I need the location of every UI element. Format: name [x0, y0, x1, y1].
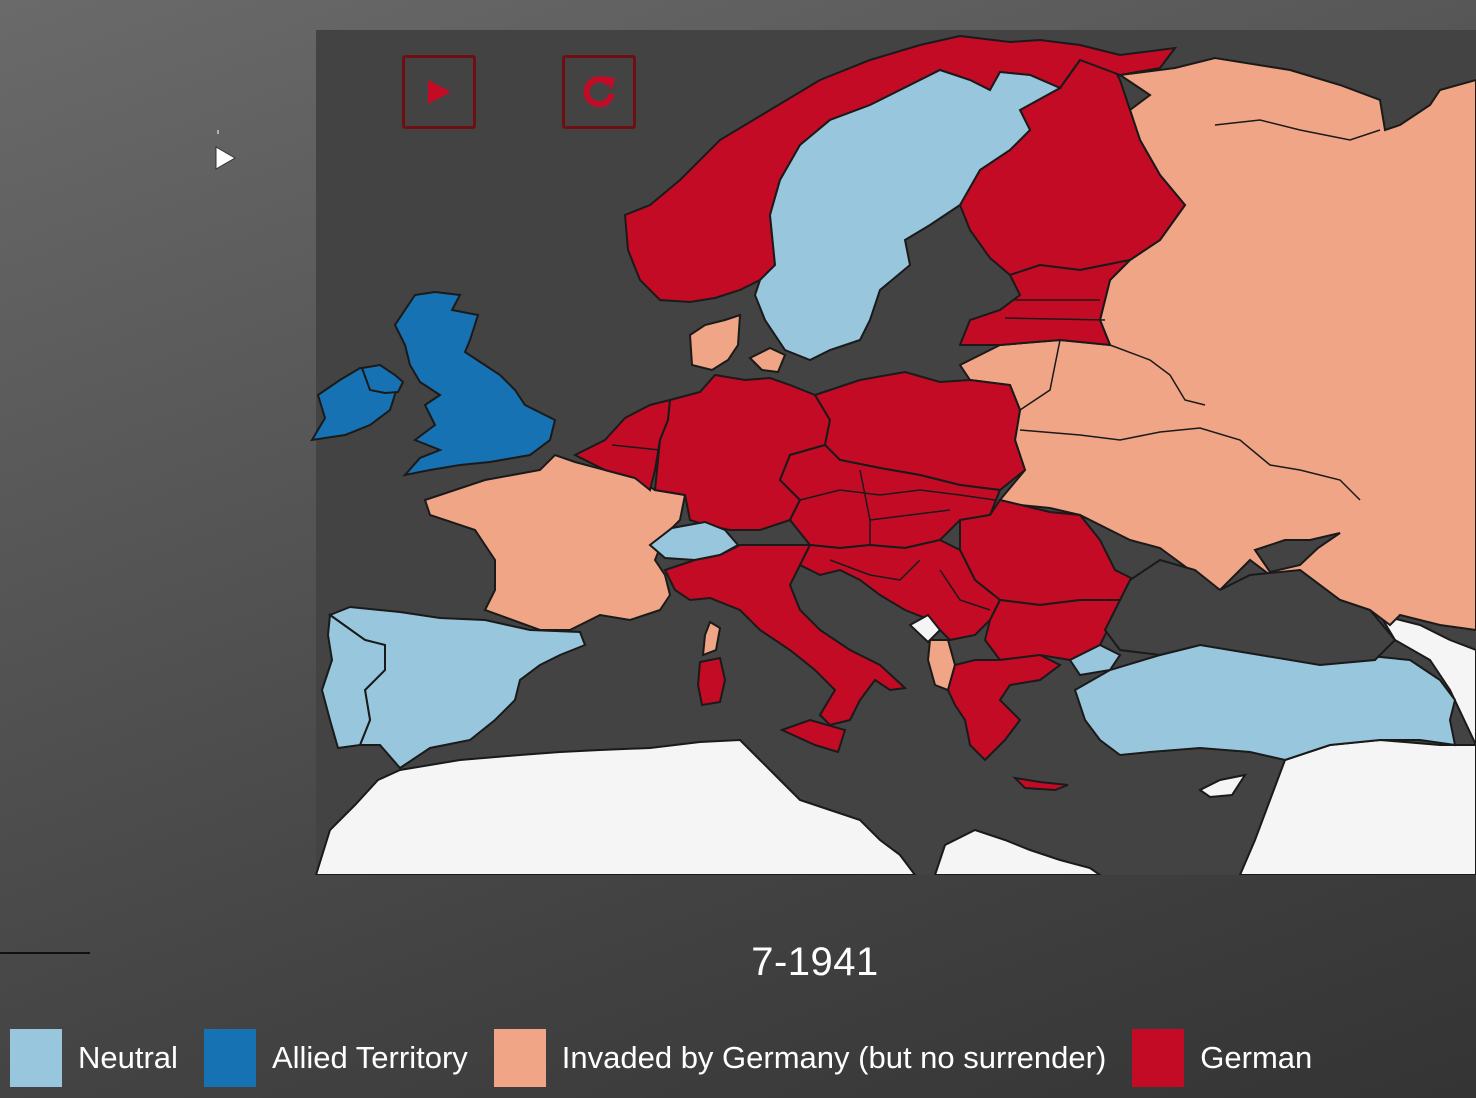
region-cyprus	[1198, 773, 1248, 799]
region-central-borders	[799, 469, 996, 545]
legend-swatch-invaded	[493, 1029, 546, 1087]
region-corsica	[701, 620, 722, 657]
legend-item-invaded: Invaded by Germany (but no surrender)	[493, 1029, 1107, 1087]
reset-button[interactable]	[562, 55, 636, 129]
legend-swatch-allied	[203, 1029, 256, 1087]
region-benelux-border	[611, 444, 661, 451]
region-baltic-borders	[1004, 299, 1106, 321]
play-button[interactable]	[402, 55, 476, 129]
region-ussr-inner-borders	[1019, 119, 1381, 501]
legend-label-neutral: Neutral	[78, 1040, 178, 1075]
region-italy	[663, 544, 908, 727]
region-baltic-states	[958, 258, 1134, 347]
region-great-britain	[393, 290, 557, 477]
region-sicily	[779, 718, 847, 754]
region-france	[423, 453, 687, 631]
region-crimea	[1253, 532, 1341, 574]
timeline-slider[interactable]	[0, 120, 240, 960]
region-montenegro	[908, 613, 942, 644]
map-legend: Neutral Allied Territory Invaded by Germ…	[10, 1028, 1338, 1088]
legend-item-allied: Allied Territory	[203, 1029, 468, 1087]
current-date-label: 7-1941	[751, 940, 879, 984]
legend-label-allied: Allied Territory	[271, 1040, 468, 1075]
region-yugo-borders	[829, 559, 991, 611]
region-north-africa	[314, 738, 917, 875]
legend-swatch-german	[1132, 1029, 1185, 1087]
region-denmark	[688, 313, 742, 372]
region-european-turkey	[1068, 643, 1122, 677]
region-danish-isle	[748, 346, 787, 374]
play-icon	[428, 80, 451, 104]
europe-map	[310, 30, 1476, 875]
region-crete	[1012, 776, 1069, 792]
legend-item-neutral: Neutral	[10, 1029, 178, 1087]
legend-item-german: German	[1132, 1029, 1312, 1087]
region-northern-ireland	[360, 363, 405, 395]
legend-label-german: German	[1200, 1040, 1313, 1075]
legend-swatch-neutral	[10, 1029, 62, 1087]
region-middle-east	[933, 828, 1102, 875]
region-greece	[946, 653, 1062, 762]
region-caucasus	[1377, 613, 1476, 746]
region-sardinia	[696, 656, 727, 707]
reset-icon	[583, 76, 615, 108]
legend-label-invaded: Invaded by Germany (but no surrender)	[561, 1040, 1107, 1075]
region-yugoslavia	[798, 538, 1002, 642]
region-black-sea	[1103, 558, 1397, 667]
region-portugal	[320, 613, 386, 750]
slider-handle[interactable]	[215, 146, 236, 170]
region-sweden	[753, 68, 1063, 362]
